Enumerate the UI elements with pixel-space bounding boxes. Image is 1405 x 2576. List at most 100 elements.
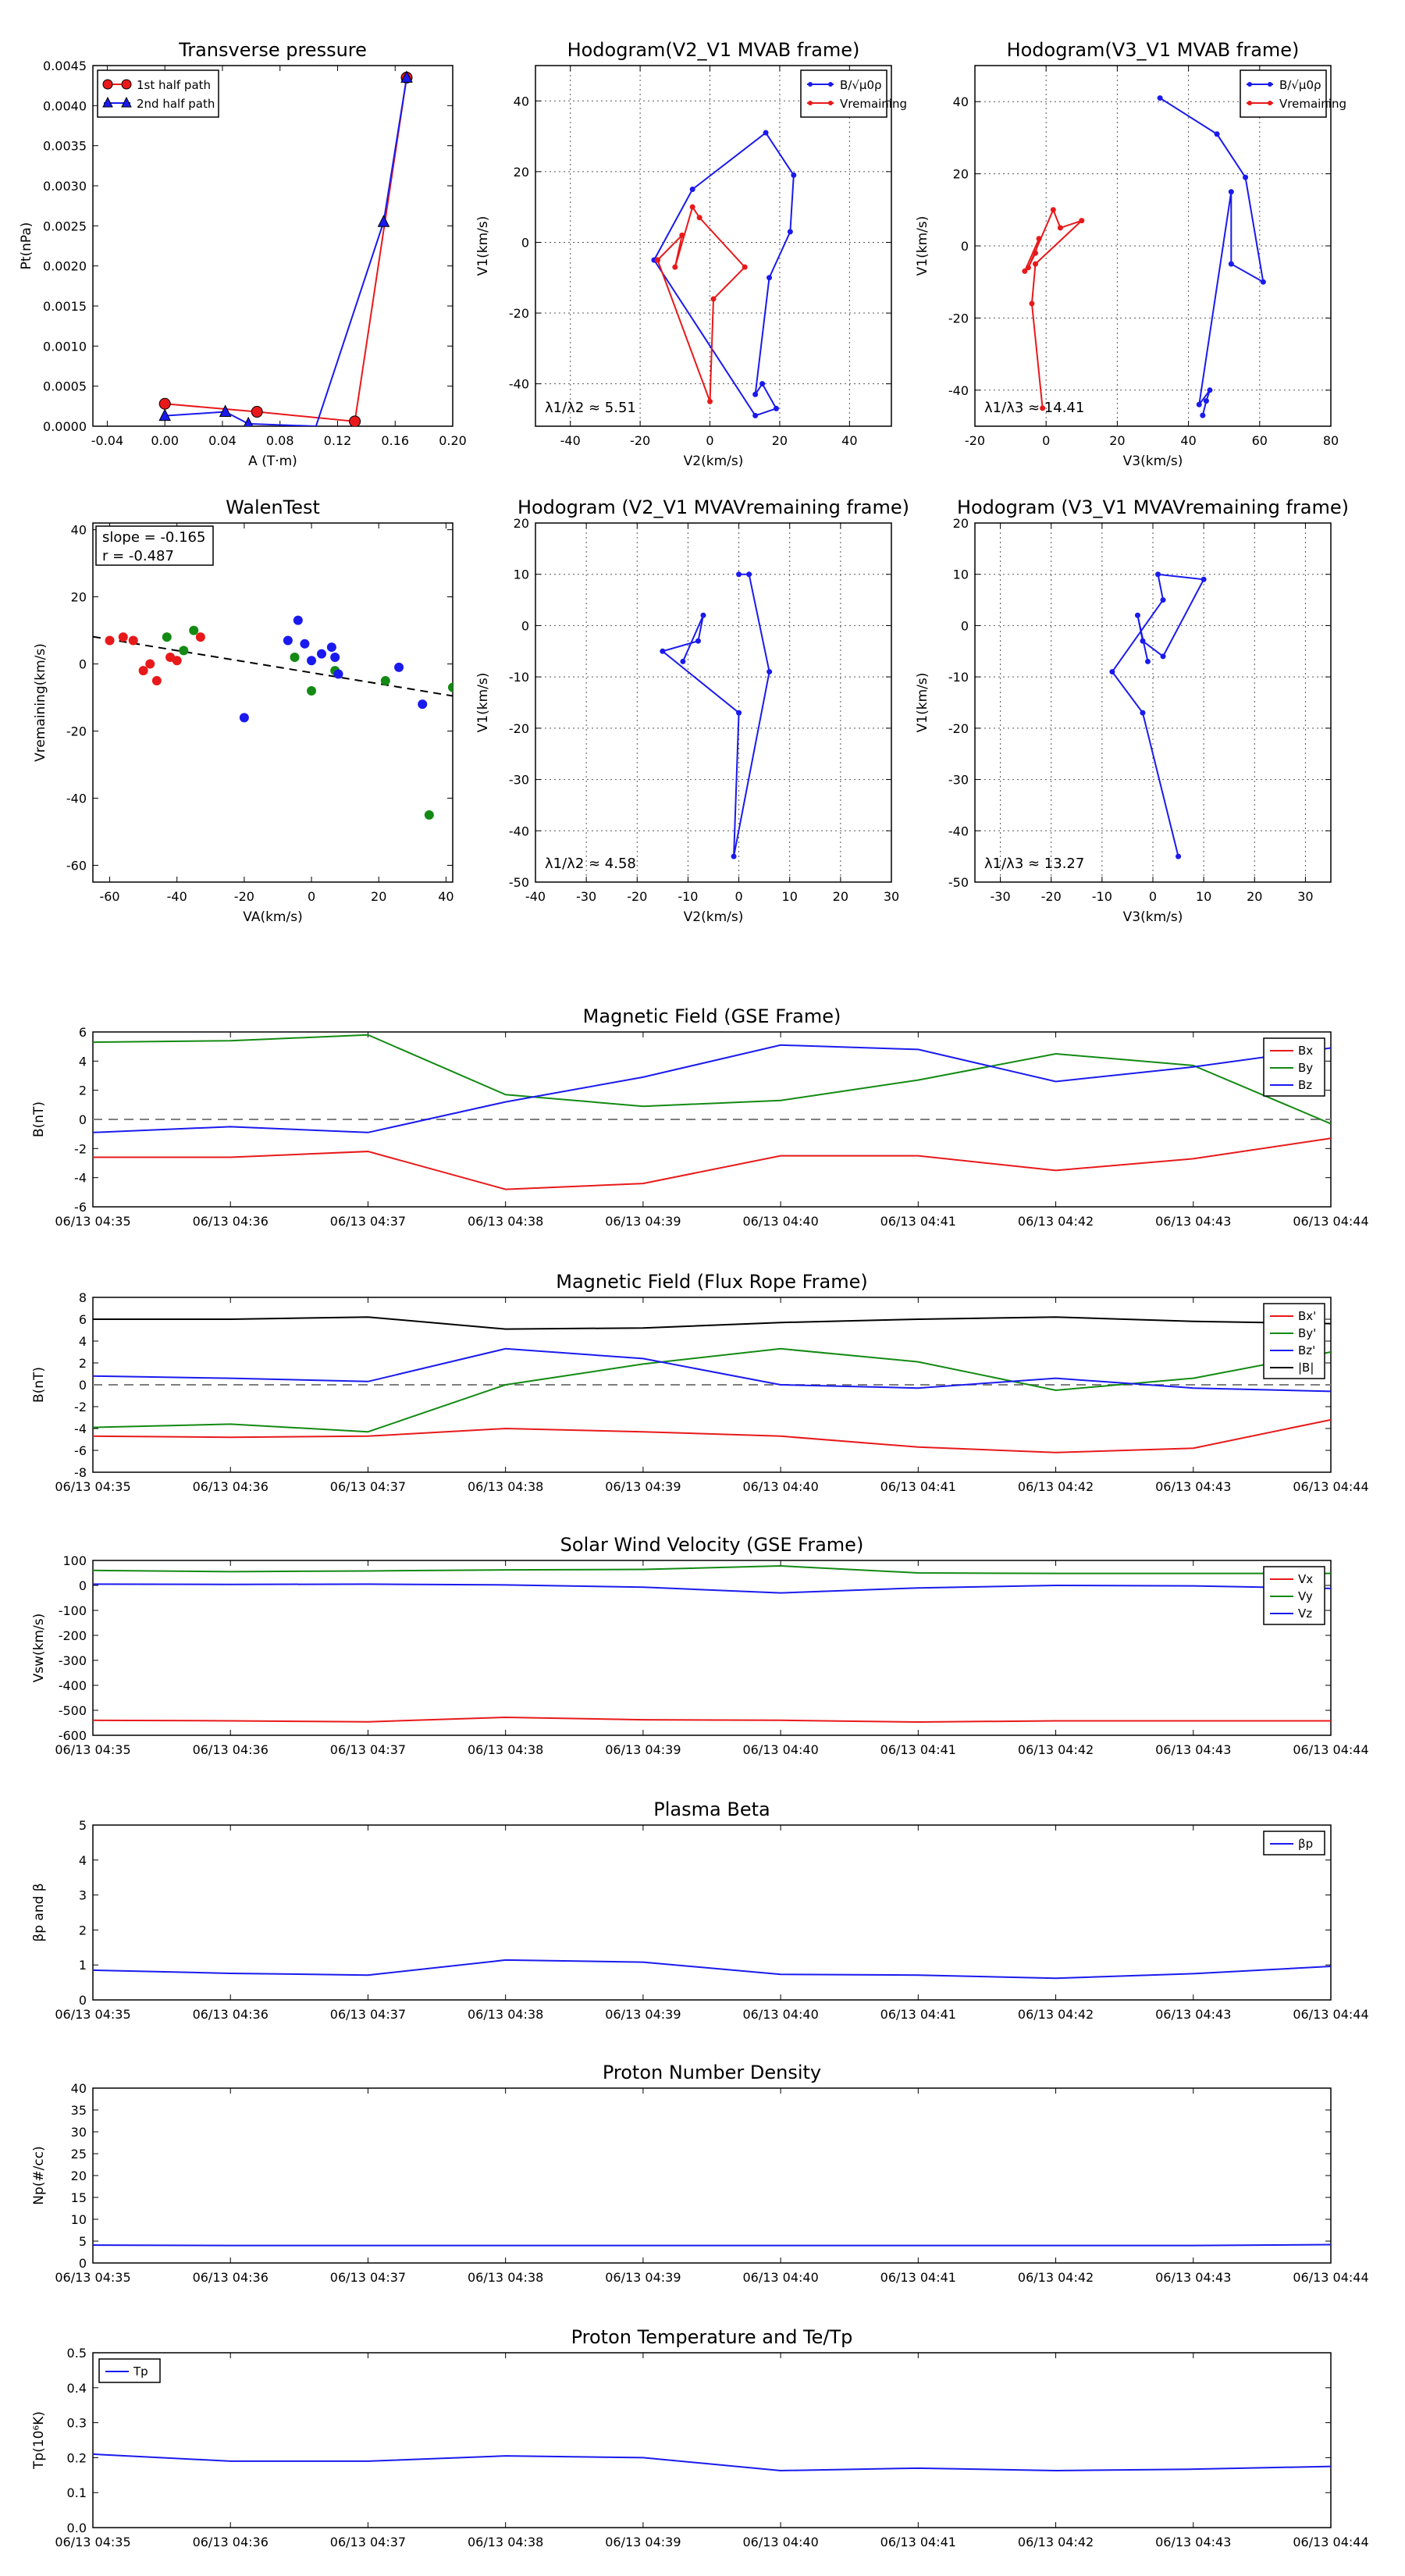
y-tick-label: 1 (79, 1958, 87, 1973)
data-point (1176, 853, 1182, 859)
data-point (767, 275, 773, 281)
y-tick-label: -50 (948, 875, 969, 890)
chart-title: Solar Wind Velocity (GSE Frame) (560, 1534, 864, 1556)
chart-title: Proton Number Density (603, 2062, 821, 2083)
y-tick-label: -50 (509, 875, 529, 890)
data-point (752, 412, 759, 418)
y-axis-label: βp and β (31, 1883, 47, 1941)
series-line (93, 1565, 1331, 1574)
legend-label: 2nd half path (137, 97, 215, 111)
data-point (654, 257, 660, 263)
y-tick-label: 5 (79, 2234, 87, 2249)
chart-title: Magnetic Field (GSE Frame) (583, 1005, 841, 1027)
x-tick-label: 06/13 04:41 (880, 1214, 956, 1229)
data-point (189, 625, 199, 635)
series-line (1023, 208, 1083, 409)
plot-area (158, 70, 413, 426)
series-line (165, 77, 407, 422)
chart-10: 06/13 04:35 06/13 04:36 06/13 04:37 06/13 0… (31, 2062, 1369, 2285)
y-tick-label: 4 (79, 1054, 87, 1069)
ratio-annotation: λ1/λ3 ≈ 13.27 (984, 856, 1084, 872)
data-point (1033, 250, 1039, 256)
data-point (219, 404, 232, 418)
data-point (1157, 95, 1163, 101)
x-tick-label: -40 (167, 889, 187, 904)
y-tick-label: 0 (79, 1112, 87, 1127)
y-tick-label: 4 (79, 1853, 87, 1868)
legend-marker (1247, 101, 1252, 105)
x-tick-label: 06/13 04:38 (468, 1214, 543, 1229)
data-point (736, 710, 742, 716)
plot-frame (92, 1560, 1332, 1736)
series-line (165, 77, 407, 426)
series-line (93, 1034, 1331, 1125)
data-point (290, 652, 300, 662)
chart-6: 06/13 04:35 06/13 04:36 06/13 04:37 06/13 0… (31, 1005, 1369, 1229)
series-line (93, 1347, 1331, 1433)
x-tick-label: 06/13 04:38 (468, 1742, 543, 1757)
y-tick-label: 3 (79, 1888, 87, 1903)
x-tick-label: -20 (627, 889, 647, 904)
x-tick-label: -0.04 (91, 433, 123, 448)
plot-frame (92, 65, 454, 427)
ratio-annotation: λ1/λ2 ≈ 5.51 (545, 400, 636, 416)
x-tick-label: 06/13 04:37 (330, 2535, 406, 2549)
x-tick-label: 06/13 04:43 (1155, 2007, 1231, 2022)
data-point (145, 659, 155, 669)
data-point (731, 853, 737, 859)
x-tick-label: -30 (991, 889, 1011, 904)
x-tick-label: 06/13 04:41 (880, 1742, 956, 1757)
x-tick-label: 06/13 04:44 (1293, 2535, 1368, 2549)
data-point (752, 391, 759, 397)
x-tick-label: 06/13 04:41 (880, 2007, 956, 2022)
x-tick-label: 06/13 04:42 (1018, 2007, 1094, 2022)
x-tick-label: 06/13 04:43 (1155, 1214, 1231, 1229)
x-tick-label: 06/13 04:41 (880, 1479, 956, 1494)
x-tick-label: 80 (1323, 433, 1339, 448)
data-point (162, 632, 172, 642)
data-point (759, 381, 766, 387)
data-point (689, 187, 695, 193)
series-line (1111, 573, 1205, 857)
legend-box (1240, 69, 1327, 118)
data-point (1140, 638, 1146, 644)
y-tick-label: 0.0010 (43, 339, 87, 354)
y-tick-label: 0.0000 (43, 419, 87, 434)
legend-label: Bx (1298, 1044, 1313, 1058)
plot-area (93, 615, 453, 820)
data-point (1036, 236, 1042, 242)
y-tick-label: 0.0030 (43, 179, 87, 194)
data-point (1029, 301, 1035, 307)
data-point (394, 662, 404, 672)
chart-3: -60 -40 -20 0 20 40 -60 -40 -20 0 20 40 WalenTest VA(… (33, 496, 454, 925)
y-axis-label: V1(km/s) (915, 673, 930, 733)
data-point (300, 639, 310, 649)
y-tick-label: 10 (514, 568, 529, 582)
data-point (251, 406, 263, 418)
x-tick-label: -30 (576, 889, 596, 904)
x-tick-label: 06/13 04:39 (605, 1742, 681, 1757)
y-tick-label: 0.0040 (43, 98, 87, 113)
y-tick-label: -100 (59, 1603, 87, 1618)
y-tick-label: 2 (79, 1923, 87, 1937)
data-point (679, 232, 685, 238)
chart-title: Magnetic Field (Flux Rope Frame) (556, 1271, 867, 1293)
y-tick-label: 0.1 (67, 2485, 87, 2500)
data-point (1155, 571, 1161, 578)
x-tick-label: 06/13 04:40 (742, 1479, 818, 1494)
x-tick-label: 06/13 04:39 (605, 2270, 681, 2285)
x-tick-label: 06/13 04:39 (605, 2535, 681, 2549)
y-tick-label: 6 (79, 1312, 87, 1327)
data-point (1160, 597, 1166, 603)
x-tick-label: 06/13 04:38 (468, 1479, 543, 1494)
x-tick-label: -40 (525, 889, 546, 904)
y-tick-label: 35 (71, 2103, 87, 2118)
x-tick-label: 0 (735, 889, 742, 904)
data-point (1196, 401, 1202, 407)
x-tick-label: -40 (560, 433, 581, 448)
series-line (93, 1316, 1331, 1330)
y-axis-label: Vremaining(km/s) (33, 643, 48, 762)
y-tick-label: 25 (71, 2147, 87, 2161)
x-tick-label: 06/13 04:35 (55, 1214, 130, 1229)
x-tick-label: 06/13 04:40 (742, 1214, 818, 1229)
